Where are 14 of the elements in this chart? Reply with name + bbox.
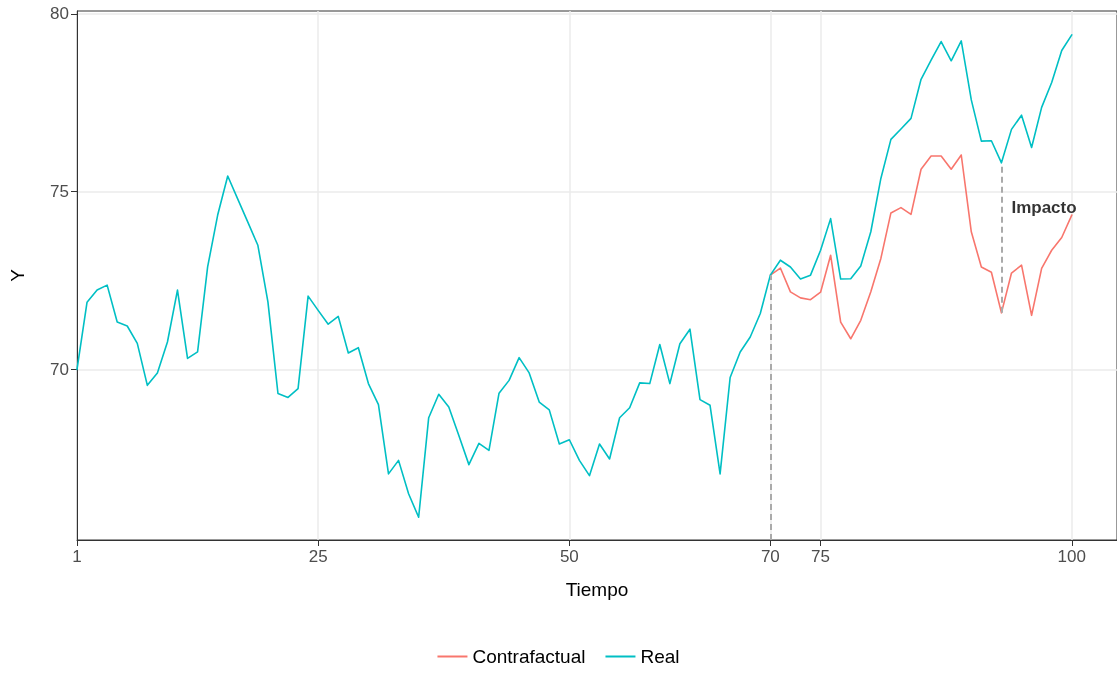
x-tick-label: 50	[559, 547, 579, 566]
x-tick-label: 70	[760, 547, 780, 566]
y-axis-title: Y	[7, 268, 28, 282]
legend-label: Contrafactual	[472, 646, 586, 667]
y-tick-label: 70	[50, 359, 69, 379]
x-tick-label: 25	[308, 547, 328, 566]
x-tick-label: 75	[811, 547, 831, 566]
x-tick-label: 1	[72, 547, 82, 566]
x-tick-label: 100	[1057, 547, 1086, 566]
ref-line-label: Impacto	[1011, 198, 1077, 218]
y-tick-label: 75	[50, 182, 69, 202]
y-tick-label: 80	[50, 4, 69, 24]
legend-label: Real	[640, 646, 680, 667]
x-axis-title: Tiempo	[565, 579, 629, 600]
